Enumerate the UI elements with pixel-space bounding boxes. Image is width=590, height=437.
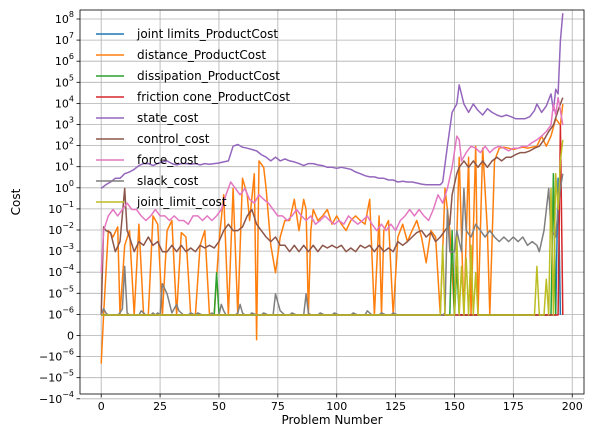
y-tick-exponent: −5 — [62, 369, 74, 378]
y-tick-label: 10−4 — [48, 263, 74, 279]
y-tick-label: 0 — [67, 330, 74, 343]
y-tick-exponent: 0 — [69, 179, 74, 188]
series-line-force-cost — [100, 96, 564, 273]
series-line-joint-limit-cost — [101, 139, 564, 316]
legend-label: dissipation_ProductCost — [137, 69, 280, 83]
x-tick-label: 200 — [562, 400, 583, 413]
legend-label: joint limits_ProductCost — [136, 27, 278, 41]
y-tick-base: 10 — [55, 97, 69, 110]
y-tick-exponent: −6 — [62, 305, 74, 314]
y-tick-base: 0 — [67, 330, 74, 343]
plot-frame — [79, 9, 585, 395]
y-tick-exponent: 5 — [69, 73, 74, 82]
x-tick-label: 25 — [153, 400, 167, 413]
y-tick-label: 10−3 — [48, 242, 74, 258]
y-tick-exponent: 1 — [69, 158, 74, 167]
legend-label: slack_cost — [137, 174, 199, 188]
x-tick-label: 0 — [98, 400, 105, 413]
y-tick-base: −10 — [39, 351, 62, 364]
y-tick-label: −10−5 — [39, 369, 74, 385]
y-tick-label: 102 — [55, 137, 74, 153]
y-tick-label: 104 — [55, 94, 74, 110]
y-tick-exponent: 6 — [69, 52, 74, 61]
y-tick-base: 10 — [48, 266, 62, 279]
y-tick-base: 10 — [55, 119, 69, 132]
y-tick-base: 10 — [55, 140, 69, 153]
y-tick-label: −10−6 — [39, 348, 74, 364]
y-tick-base: 10 — [55, 182, 69, 195]
y-tick-label: 103 — [55, 116, 74, 132]
x-axis-label: Problem Number — [281, 413, 382, 427]
y-tick-exponent: −5 — [62, 284, 74, 293]
series-line-dissipation-productcost — [101, 172, 557, 316]
series-lines — [100, 13, 564, 364]
y-tick-base: 10 — [48, 224, 62, 237]
y-tick-label: 100 — [55, 179, 74, 195]
y-tick-exponent: −3 — [62, 242, 74, 251]
x-tick-label: 50 — [212, 400, 226, 413]
y-axis-label: Cost — [9, 188, 23, 215]
x-tick-label: 125 — [385, 400, 406, 413]
y-tick-label: 10−5 — [48, 284, 74, 300]
y-tick-base: 10 — [55, 76, 69, 89]
legend-label: force_cost — [137, 153, 198, 167]
y-tick-exponent: 3 — [69, 116, 74, 125]
y-tick-exponent: −6 — [62, 348, 74, 357]
y-tick-label: 105 — [55, 73, 74, 89]
y-tick-base: 10 — [48, 287, 62, 300]
y-tick-base: 10 — [55, 55, 69, 68]
y-tick-label: 10−1 — [48, 200, 74, 216]
y-tick-label: 101 — [55, 158, 74, 174]
y-tick-base: 10 — [55, 161, 69, 174]
y-tick-base: 10 — [55, 13, 69, 26]
y-tick-exponent: 8 — [69, 10, 74, 19]
legend-label: joint_limit_cost — [136, 195, 227, 209]
x-tick-label: 100 — [326, 400, 347, 413]
y-tick-exponent: −4 — [62, 263, 74, 272]
y-tick-label: 10−6 — [48, 305, 74, 321]
y-tick-label: 108 — [55, 10, 74, 26]
y-tick-exponent: −2 — [62, 221, 74, 230]
y-tick-label: −10−4 — [39, 390, 74, 406]
legend-label: state_cost — [137, 111, 199, 125]
y-tick-exponent: 4 — [69, 94, 74, 103]
legend-label: control_cost — [137, 132, 210, 146]
x-tick-label: 75 — [271, 400, 285, 413]
legend-label: friction cone_ProductCost — [137, 90, 290, 104]
y-tick-exponent: −4 — [62, 390, 74, 399]
legend: joint limits_ProductCost distance_Product… — [96, 27, 290, 209]
y-tick-base: −10 — [39, 393, 62, 406]
y-tick-exponent: 7 — [69, 31, 74, 40]
y-tick-exponent: 2 — [69, 137, 74, 146]
y-axis-ticks: 10810710610510410310210110010−110−210−31… — [39, 10, 80, 406]
series-line-state-cost — [100, 13, 564, 189]
y-tick-base: −10 — [39, 372, 62, 385]
x-tick-label: 150 — [444, 400, 465, 413]
y-tick-base: 10 — [48, 245, 62, 258]
x-axis-ticks: 0 25 50 75 100 125 150 175 200 — [98, 394, 583, 413]
x-tick-label: 175 — [503, 400, 524, 413]
y-tick-base: 10 — [48, 308, 62, 321]
series-line-control-cost — [100, 97, 564, 316]
y-tick-label: 106 — [55, 52, 74, 68]
y-tick-exponent: −1 — [62, 200, 74, 209]
y-tick-base: 10 — [48, 203, 62, 216]
y-tick-label: 10−2 — [48, 221, 74, 237]
y-tick-base: 10 — [55, 34, 69, 47]
y-tick-label: 107 — [55, 31, 74, 47]
legend-label: distance_ProductCost — [137, 48, 266, 62]
series-line-distance-productcost — [100, 103, 564, 364]
